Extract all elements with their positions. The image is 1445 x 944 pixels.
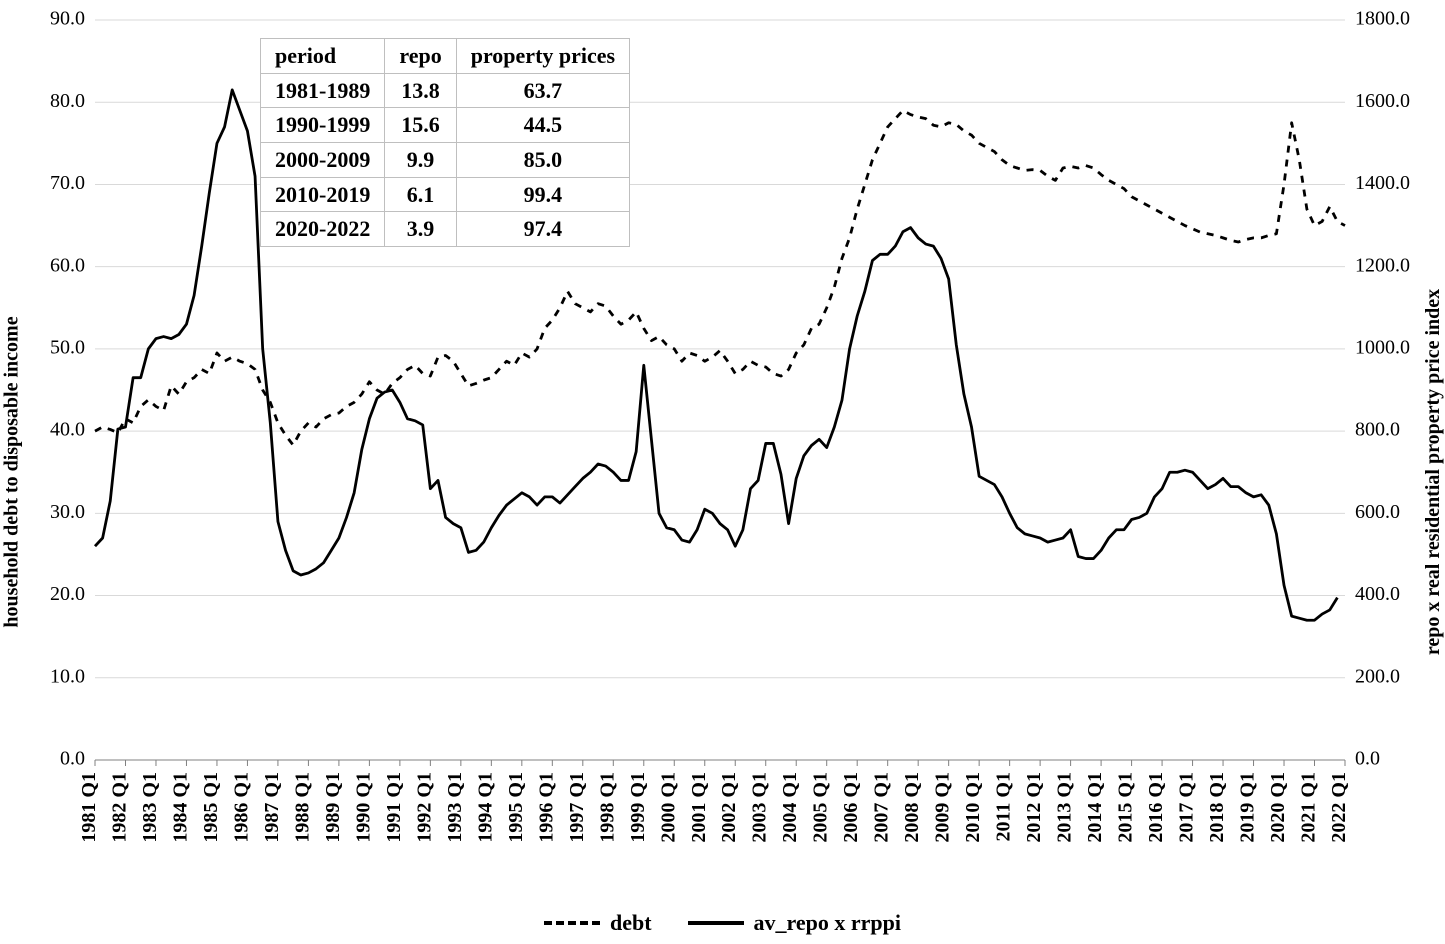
svg-text:10.0: 10.0 <box>50 665 85 687</box>
table-row: 2010-20196.199.4 <box>261 177 630 212</box>
svg-text:1981 Q1: 1981 Q1 <box>78 772 100 843</box>
svg-text:2014 Q1: 2014 Q1 <box>1084 772 1106 843</box>
svg-text:1997 Q1: 1997 Q1 <box>566 772 588 843</box>
svg-text:1988 Q1: 1988 Q1 <box>291 772 313 843</box>
svg-text:70.0: 70.0 <box>50 172 85 194</box>
svg-text:2011 Q1: 2011 Q1 <box>993 772 1015 841</box>
svg-text:1987 Q1: 1987 Q1 <box>261 772 283 843</box>
table-header: period <box>261 39 385 74</box>
svg-text:1985 Q1: 1985 Q1 <box>200 772 222 843</box>
svg-text:2008 Q1: 2008 Q1 <box>901 772 923 843</box>
svg-text:1986 Q1: 1986 Q1 <box>230 772 252 843</box>
table-cell: 1990-1999 <box>261 108 385 143</box>
svg-text:2012 Q1: 2012 Q1 <box>1023 772 1045 843</box>
svg-text:1992 Q1: 1992 Q1 <box>413 772 435 843</box>
table-cell: 2010-2019 <box>261 177 385 212</box>
svg-text:1400.0: 1400.0 <box>1355 172 1410 194</box>
legend-label: av_repo x rrppi <box>754 910 901 936</box>
svg-text:2010 Q1: 2010 Q1 <box>962 772 984 843</box>
svg-text:400.0: 400.0 <box>1355 583 1400 605</box>
svg-text:1998 Q1: 1998 Q1 <box>596 772 618 843</box>
table-cell: 15.6 <box>385 108 456 143</box>
svg-text:0.0: 0.0 <box>60 748 85 770</box>
svg-text:1993 Q1: 1993 Q1 <box>444 772 466 843</box>
svg-text:1800.0: 1800.0 <box>1355 8 1410 30</box>
svg-text:2017 Q1: 2017 Q1 <box>1176 772 1198 843</box>
summary-table: periodrepoproperty prices1981-198913.863… <box>260 38 630 247</box>
legend-item-repo_rrppi: av_repo x rrppi <box>688 910 901 936</box>
legend-label: debt <box>610 910 652 936</box>
svg-text:40.0: 40.0 <box>50 419 85 441</box>
svg-text:2016 Q1: 2016 Q1 <box>1145 772 1167 843</box>
table-row: 1981-198913.863.7 <box>261 73 630 108</box>
table-cell: 3.9 <box>385 212 456 247</box>
svg-text:1000.0: 1000.0 <box>1355 336 1410 358</box>
svg-text:2004 Q1: 2004 Q1 <box>779 772 801 843</box>
svg-text:2007 Q1: 2007 Q1 <box>871 772 893 843</box>
svg-text:2003 Q1: 2003 Q1 <box>749 772 771 843</box>
svg-text:1995 Q1: 1995 Q1 <box>505 772 527 843</box>
svg-text:2000 Q1: 2000 Q1 <box>657 772 679 843</box>
svg-text:1982 Q1: 1982 Q1 <box>108 772 130 843</box>
svg-text:1984 Q1: 1984 Q1 <box>169 772 191 843</box>
svg-text:2009 Q1: 2009 Q1 <box>932 772 954 843</box>
table-cell: 44.5 <box>456 108 629 143</box>
table-header: repo <box>385 39 456 74</box>
svg-text:1983 Q1: 1983 Q1 <box>139 772 161 843</box>
svg-text:2006 Q1: 2006 Q1 <box>840 772 862 843</box>
svg-text:2005 Q1: 2005 Q1 <box>810 772 832 843</box>
svg-text:1999 Q1: 1999 Q1 <box>627 772 649 843</box>
left-axis-title: household debt to disposable income <box>1 316 24 627</box>
svg-text:1994 Q1: 1994 Q1 <box>474 772 496 843</box>
legend-swatch-repo_rrppi <box>688 921 744 925</box>
chart-svg: 0.0 10.0 20.0 30.0 40.0 50.0 60.0 70.0 80.0 90.0 0… <box>0 0 1445 944</box>
table-cell: 85.0 <box>456 143 629 178</box>
table-cell: 63.7 <box>456 73 629 108</box>
chart-container: 0.0 10.0 20.0 30.0 40.0 50.0 60.0 70.0 80.0 90.0 0… <box>0 0 1445 944</box>
svg-text:600.0: 600.0 <box>1355 501 1400 523</box>
table-cell: 9.9 <box>385 143 456 178</box>
svg-text:60.0: 60.0 <box>50 254 85 276</box>
table-row: 1990-199915.644.5 <box>261 108 630 143</box>
table-cell: 2000-2009 <box>261 143 385 178</box>
table-cell: 2020-2022 <box>261 212 385 247</box>
table-row: 2000-20099.985.0 <box>261 143 630 178</box>
svg-text:1600.0: 1600.0 <box>1355 90 1410 112</box>
table-cell: 13.8 <box>385 73 456 108</box>
svg-text:2020 Q1: 2020 Q1 <box>1267 772 1289 843</box>
svg-text:2013 Q1: 2013 Q1 <box>1054 772 1076 843</box>
svg-text:2002 Q1: 2002 Q1 <box>718 772 740 843</box>
svg-text:20.0: 20.0 <box>50 583 85 605</box>
svg-text:1990 Q1: 1990 Q1 <box>352 772 374 843</box>
svg-text:200.0: 200.0 <box>1355 665 1400 687</box>
svg-text:1991 Q1: 1991 Q1 <box>383 772 405 843</box>
svg-text:30.0: 30.0 <box>50 501 85 523</box>
legend-swatch-debt <box>544 921 600 925</box>
svg-text:50.0: 50.0 <box>50 336 85 358</box>
svg-text:1200.0: 1200.0 <box>1355 254 1410 276</box>
svg-text:2021 Q1: 2021 Q1 <box>1298 772 1320 843</box>
svg-text:2022 Q1: 2022 Q1 <box>1328 772 1350 843</box>
svg-text:80.0: 80.0 <box>50 90 85 112</box>
legend-item-debt: debt <box>544 910 652 936</box>
table-header: property prices <box>456 39 629 74</box>
table-row: 2020-20223.997.4 <box>261 212 630 247</box>
legend: debt av_repo x rrppi <box>0 905 1445 936</box>
svg-text:2015 Q1: 2015 Q1 <box>1115 772 1137 843</box>
right-axis-title: repo x real residential property price i… <box>1422 289 1445 655</box>
svg-text:800.0: 800.0 <box>1355 419 1400 441</box>
table-cell: 99.4 <box>456 177 629 212</box>
svg-text:2018 Q1: 2018 Q1 <box>1206 772 1228 843</box>
svg-text:1996 Q1: 1996 Q1 <box>535 772 557 843</box>
svg-text:1989 Q1: 1989 Q1 <box>322 772 344 843</box>
table-cell: 97.4 <box>456 212 629 247</box>
svg-text:2019 Q1: 2019 Q1 <box>1237 772 1259 843</box>
svg-text:0.0: 0.0 <box>1355 748 1380 770</box>
svg-text:90.0: 90.0 <box>50 8 85 30</box>
table-cell: 1981-1989 <box>261 73 385 108</box>
svg-text:2001 Q1: 2001 Q1 <box>688 772 710 843</box>
table-cell: 6.1 <box>385 177 456 212</box>
